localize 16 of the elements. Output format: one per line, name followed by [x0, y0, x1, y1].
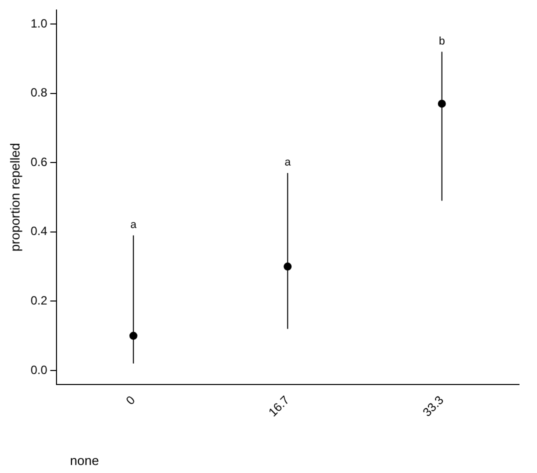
y-tick-label: 0.6 — [30, 154, 48, 169]
annotation: a — [284, 156, 292, 169]
annotation: a — [130, 218, 138, 231]
annotation: b — [438, 35, 445, 48]
y-tick-label: 0.0 — [30, 362, 48, 377]
text: none — [70, 453, 99, 468]
point — [438, 100, 446, 108]
y-tick-label: 1.0 — [30, 16, 48, 30]
y-tick-label: 0.4 — [30, 224, 48, 238]
y-tick-label: 0.8 — [30, 86, 48, 100]
point — [129, 332, 138, 340]
y-tick-label: 0.2 — [30, 293, 48, 308]
point — [284, 262, 292, 271]
x-tick-label: 0 — [123, 392, 138, 408]
y-axis-title: proportion repelled — [7, 143, 22, 252]
x-tick-label: 33.3 — [420, 392, 447, 420]
